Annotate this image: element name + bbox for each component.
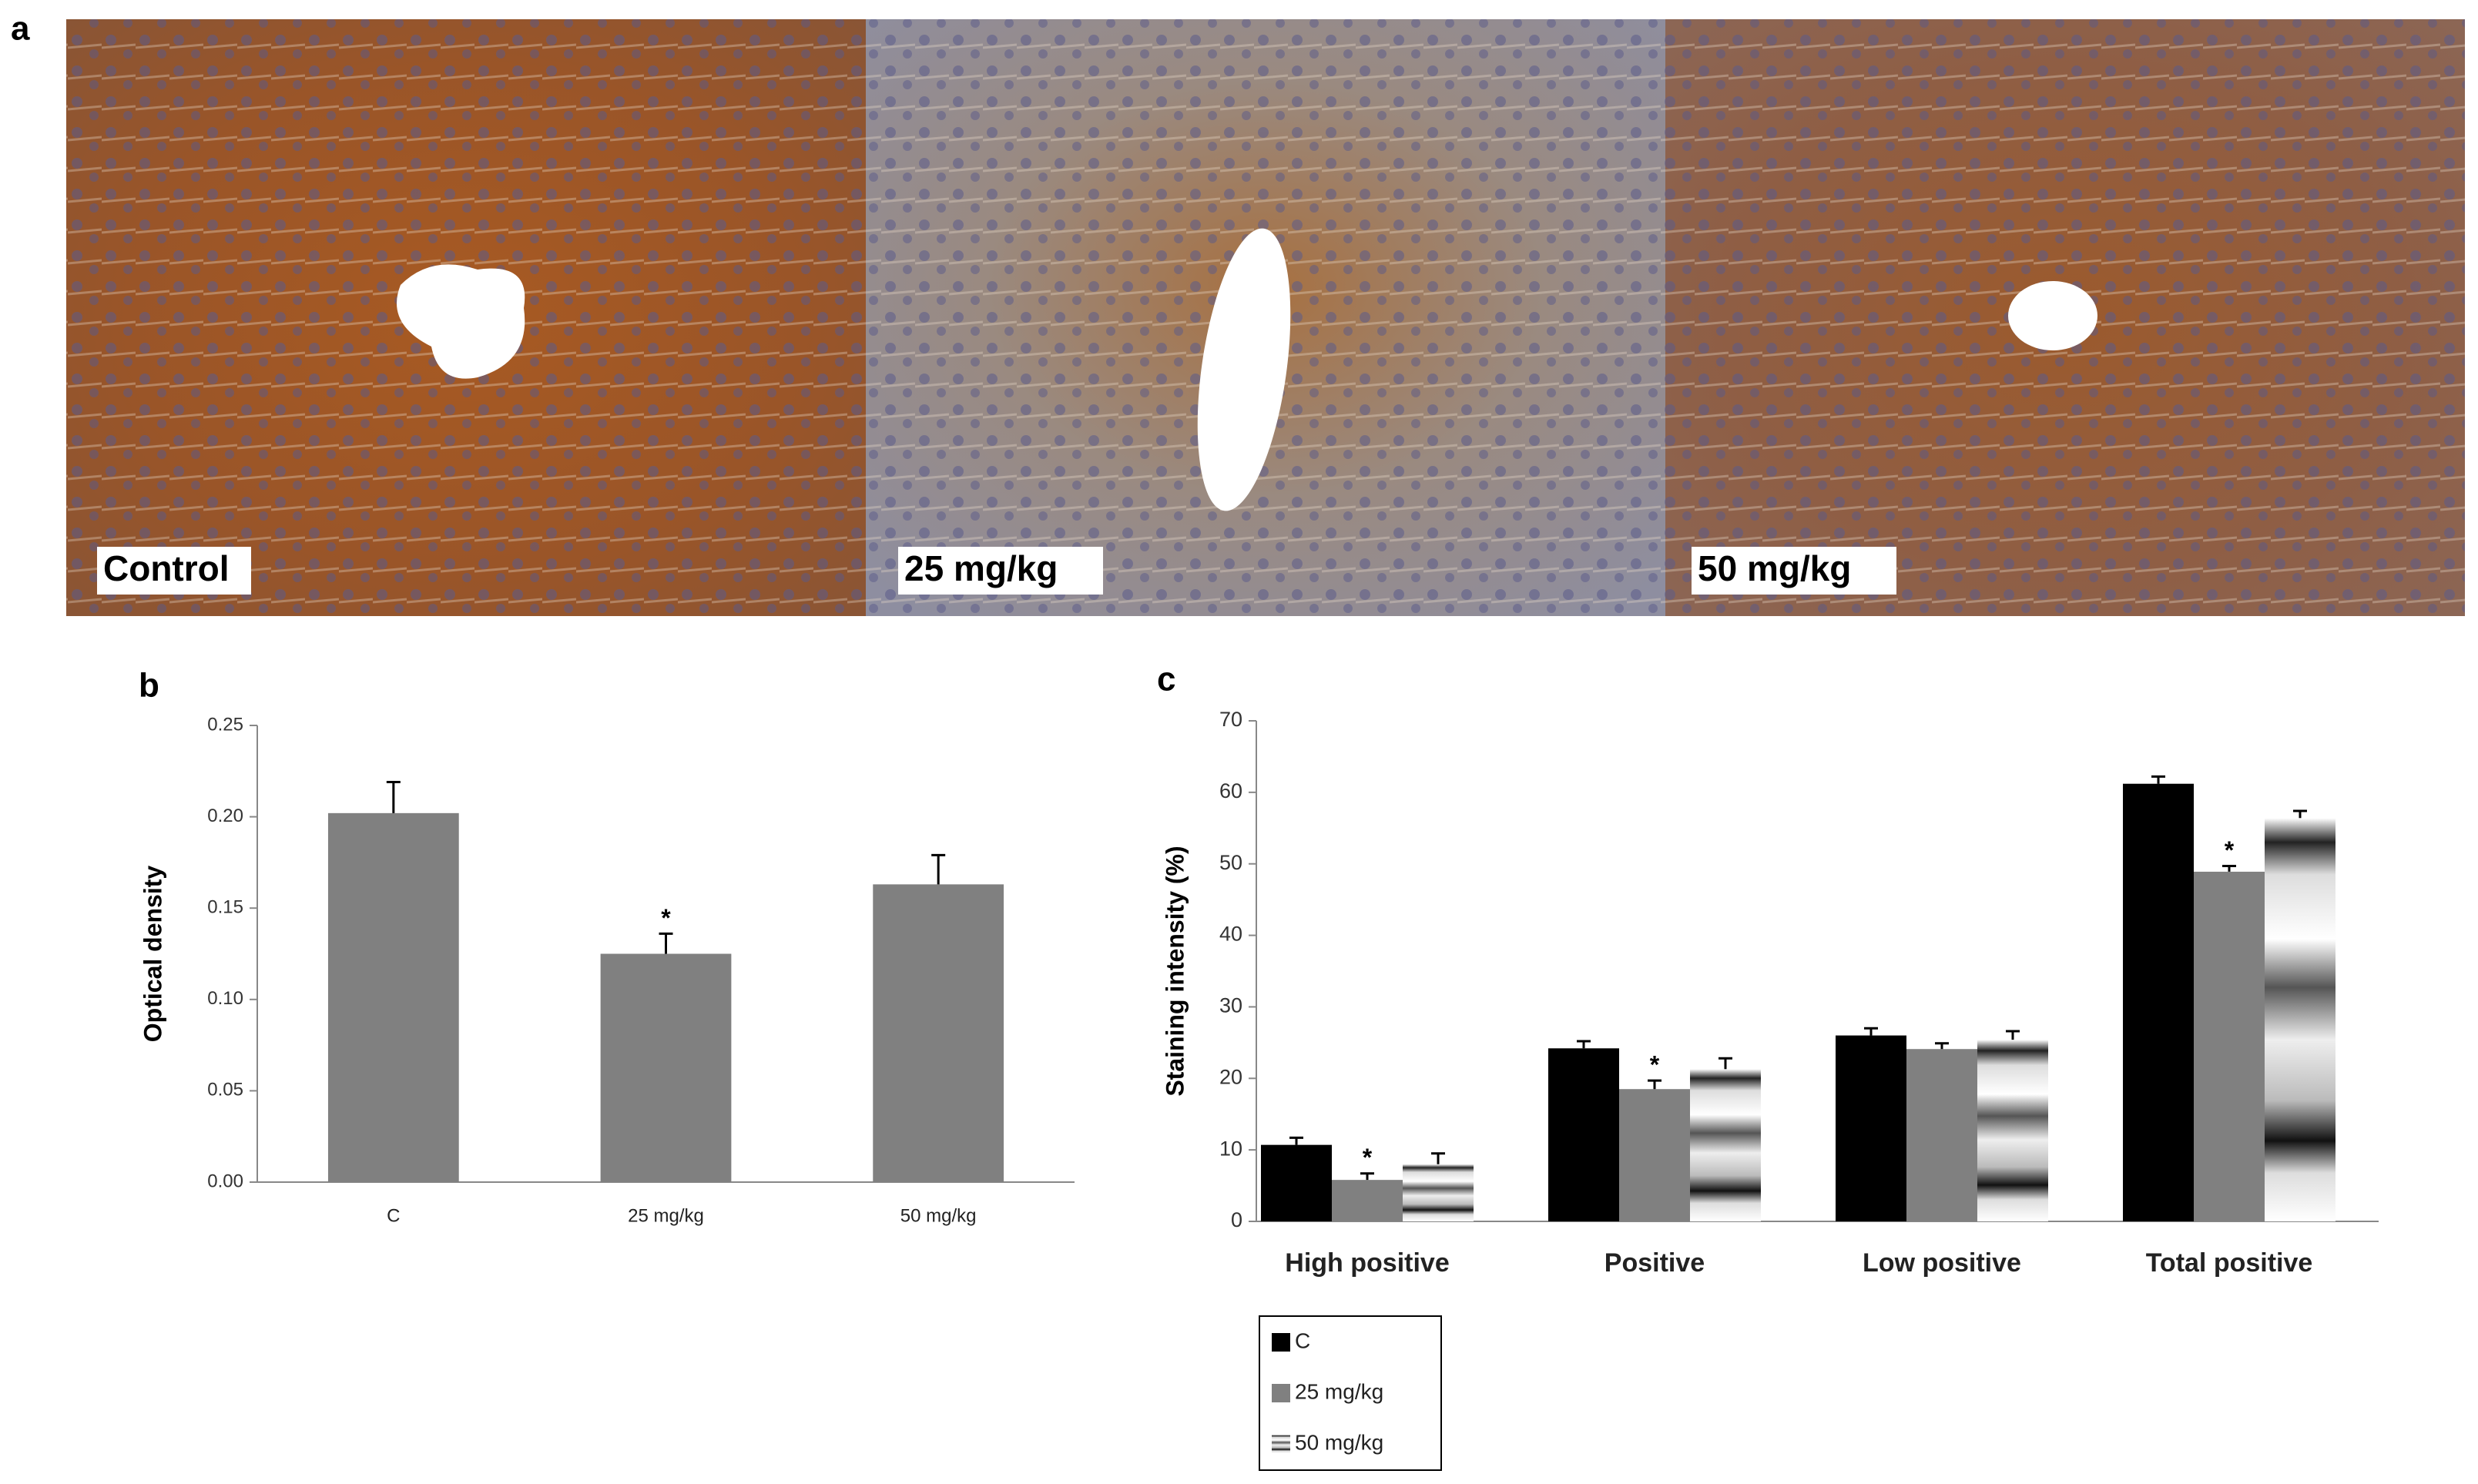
bar xyxy=(1906,1049,1977,1221)
significance: * xyxy=(1363,1144,1373,1171)
x-tick-label: C xyxy=(387,1205,400,1226)
micrograph-label: 50 mg/kg xyxy=(1698,548,1851,588)
error-bar xyxy=(2151,775,2165,784)
error-bar xyxy=(2006,1030,2020,1040)
micrograph-label: Control xyxy=(103,548,230,588)
error-bar xyxy=(2293,809,2307,819)
y-tick-label: 70 xyxy=(1219,708,1242,731)
x-tick-label: 25 mg/kg xyxy=(628,1205,704,1226)
bar xyxy=(1690,1069,1761,1221)
error-bar xyxy=(1289,1136,1303,1145)
micrograph-panel: Control 25 mg/kg 50 mg/kg xyxy=(66,19,2465,616)
y-tick-label: 40 xyxy=(1219,923,1242,946)
error-bar xyxy=(659,932,673,954)
central-vein xyxy=(397,264,525,379)
x-tick-label: Low positive xyxy=(1863,1248,2021,1278)
error-bar xyxy=(1431,1152,1445,1164)
error-bar xyxy=(1577,1040,1591,1049)
significance: * xyxy=(2225,836,2235,864)
y-tick-label: 0.10 xyxy=(207,988,243,1009)
legend-swatch xyxy=(1272,1333,1290,1352)
error-bar xyxy=(1360,1172,1374,1181)
error-bar xyxy=(2222,865,2236,872)
label-box xyxy=(898,547,1103,595)
legend-swatch xyxy=(1272,1384,1290,1402)
y-tick-label: 0 xyxy=(1231,1208,1242,1231)
legend-swatch xyxy=(1272,1435,1290,1453)
y-axis-label: Staining intensity (%) xyxy=(1161,846,1189,1096)
y-tick-label: 0.05 xyxy=(207,1080,243,1100)
legend-label: 25 mg/kg xyxy=(1295,1379,1383,1403)
label-box xyxy=(97,547,251,595)
x-tick-label: 50 mg/kg xyxy=(900,1205,977,1226)
bar xyxy=(1332,1180,1403,1221)
y-tick-label: 0.25 xyxy=(207,714,243,735)
error-bar xyxy=(1864,1027,1878,1036)
legend-label: C xyxy=(1295,1328,1310,1352)
bar xyxy=(1836,1035,1906,1221)
significance: * xyxy=(1650,1051,1660,1079)
bar xyxy=(2194,871,2265,1221)
bar xyxy=(1977,1040,2048,1221)
bar xyxy=(1403,1164,1474,1221)
error-bar xyxy=(1935,1042,1949,1050)
error-bar xyxy=(1648,1079,1662,1090)
central-vein xyxy=(1197,228,1291,511)
bar xyxy=(1619,1089,1690,1221)
y-axis-label: Optical density xyxy=(139,866,166,1043)
x-tick-label: Positive xyxy=(1604,1248,1705,1278)
error-bar xyxy=(386,781,401,813)
bar xyxy=(1548,1048,1619,1221)
y-tick-label: 30 xyxy=(1219,994,1242,1017)
central-vein xyxy=(2008,281,2097,350)
error-bar xyxy=(931,853,946,885)
y-tick-label: 0.15 xyxy=(207,897,243,918)
y-tick-label: 0.00 xyxy=(207,1171,243,1191)
significance: * xyxy=(661,904,671,932)
x-tick-label: High positive xyxy=(1285,1248,1449,1278)
y-tick-label: 50 xyxy=(1219,851,1242,874)
y-tick-label: 10 xyxy=(1219,1137,1242,1160)
y-tick-label: 20 xyxy=(1219,1065,1242,1088)
panel-label: c xyxy=(1157,661,1175,698)
bar xyxy=(2265,818,2335,1221)
label-box xyxy=(1692,547,1896,595)
error-bar xyxy=(1719,1057,1732,1070)
bar xyxy=(600,953,732,1182)
bar xyxy=(1261,1144,1332,1221)
y-tick-label: 0.20 xyxy=(207,806,243,826)
panel-label: b xyxy=(139,667,159,705)
x-tick-label: Total positive xyxy=(2146,1248,2313,1278)
micrograph-label: 25 mg/kg xyxy=(904,548,1058,588)
legend-label: 50 mg/kg xyxy=(1295,1430,1383,1454)
bar xyxy=(2123,783,2194,1221)
bar xyxy=(327,812,459,1182)
bar xyxy=(873,884,1004,1182)
panel-label: a xyxy=(11,10,30,48)
y-tick-label: 60 xyxy=(1219,779,1242,802)
